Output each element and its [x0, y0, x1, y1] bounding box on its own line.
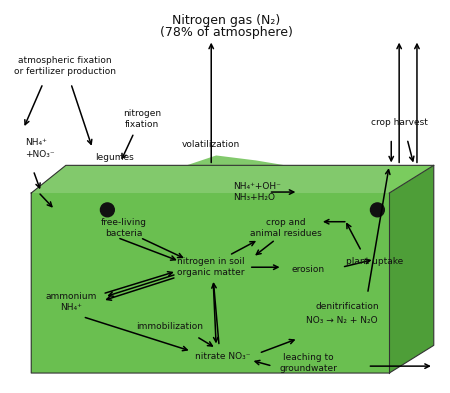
Text: crop harvest: crop harvest: [371, 118, 427, 127]
Text: legumes: legumes: [95, 153, 134, 162]
Text: NH₄⁺
+NO₃⁻: NH₄⁺ +NO₃⁻: [25, 138, 55, 159]
Text: Nitrogen gas (N₂): Nitrogen gas (N₂): [172, 14, 280, 27]
Text: volatilization: volatilization: [182, 140, 240, 149]
Text: crop and
animal residues: crop and animal residues: [250, 218, 321, 238]
Text: nitrate NO₃⁻: nitrate NO₃⁻: [195, 352, 251, 361]
Text: free-living
bacteria: free-living bacteria: [101, 218, 147, 238]
Text: leaching to
groundwater: leaching to groundwater: [279, 353, 337, 373]
Polygon shape: [389, 165, 434, 373]
Text: (78% of atmosphere): (78% of atmosphere): [160, 26, 292, 39]
Polygon shape: [31, 156, 389, 193]
Text: denitrification: denitrification: [316, 302, 379, 311]
Text: ammonium
NH₄⁺: ammonium NH₄⁺: [45, 292, 96, 312]
Text: erosion: erosion: [292, 265, 325, 274]
Text: atmospheric fixation
or fertilizer production: atmospheric fixation or fertilizer produ…: [14, 56, 116, 77]
Circle shape: [370, 203, 384, 217]
Polygon shape: [31, 193, 389, 373]
Text: NH₄⁺+OH⁻
NH₃+H₂O: NH₄⁺+OH⁻ NH₃+H₂O: [233, 182, 281, 202]
Circle shape: [100, 203, 114, 217]
Text: plant uptake: plant uptake: [346, 257, 403, 266]
Polygon shape: [31, 165, 434, 193]
Text: NO₃ → N₂ + N₂O: NO₃ → N₂ + N₂O: [306, 316, 378, 325]
Text: immobilization: immobilization: [136, 322, 203, 331]
Text: nitrogen in soil
organic matter: nitrogen in soil organic matter: [177, 257, 245, 277]
Text: nitrogen
fixation: nitrogen fixation: [123, 109, 161, 129]
